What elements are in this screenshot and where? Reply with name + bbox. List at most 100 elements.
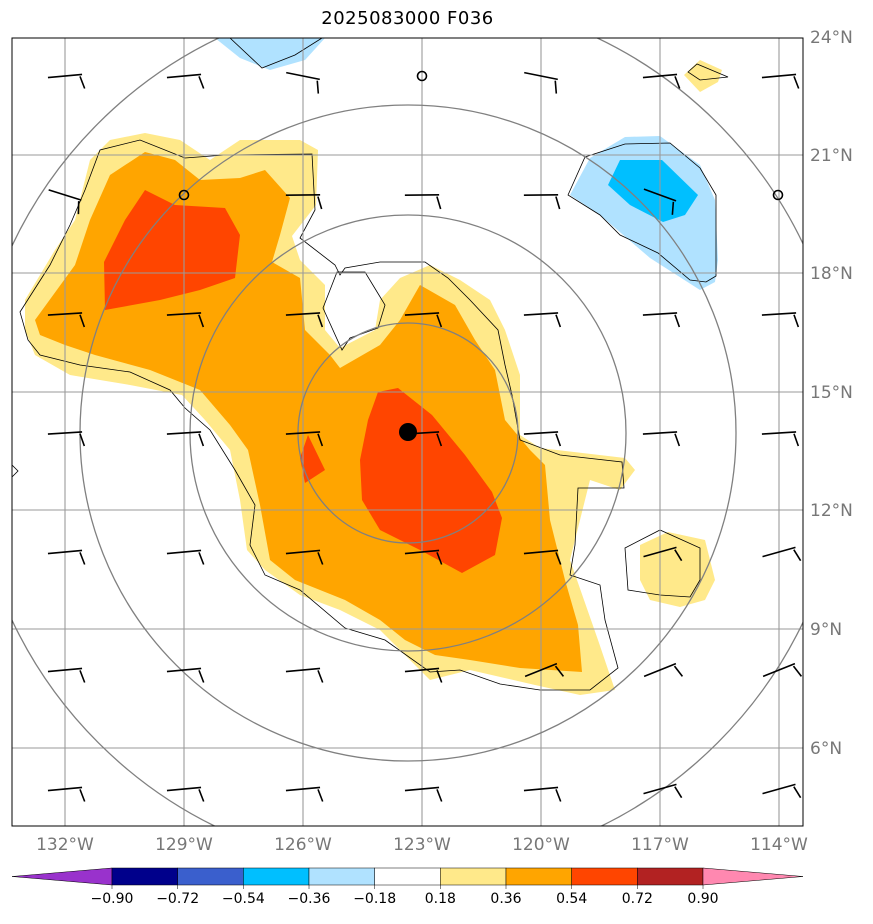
map-frame	[11, 37, 804, 827]
wind-barb-flag	[674, 549, 683, 562]
wind-barb-flag	[317, 314, 324, 328]
wind-barb	[404, 193, 442, 210]
contour-fill-neg0.36	[608, 160, 698, 222]
calm-markers	[178, 70, 784, 201]
colorbar-swatch	[637, 867, 704, 886]
colorbar	[11, 867, 804, 889]
map-title: 2025083000 F036	[321, 8, 494, 29]
wind-barb	[523, 549, 562, 565]
contour-fill-0.18	[684, 60, 722, 92]
wind-barb-flag	[674, 786, 683, 799]
wind-barb	[643, 662, 684, 678]
wind-barb	[285, 431, 324, 447]
wind-barb	[166, 786, 205, 802]
lon-tick-label: 114°W	[750, 835, 808, 855]
wind-barb-flag	[671, 201, 675, 215]
wind-barb	[523, 431, 562, 447]
wind-barb	[285, 667, 324, 683]
wind-barb-flag	[198, 789, 205, 802]
lon-tick-label: 132°W	[36, 835, 94, 855]
storm-center-marker	[399, 423, 417, 441]
lat-tick-label: 9°N	[810, 620, 842, 640]
wind-barb-flag	[79, 670, 86, 683]
wind-barb	[762, 662, 803, 678]
wind-barb-flag	[317, 670, 324, 683]
wind-barb	[642, 73, 681, 89]
colorbar-swatch	[505, 867, 572, 886]
wind-barb	[404, 549, 443, 565]
wind-barb-flag	[673, 665, 684, 677]
lat-tick-label: 21°N	[810, 146, 853, 166]
lon-tick-label: 129°W	[155, 835, 213, 855]
lon-tick-label: 117°W	[631, 835, 689, 855]
wind-barb	[523, 312, 562, 328]
wind-barb	[47, 312, 86, 328]
wind-barb-flag	[79, 433, 86, 447]
wind-barb	[166, 312, 205, 328]
wind-barb	[642, 431, 681, 447]
wind-barb-flag	[317, 789, 324, 802]
colorbar-swatch	[440, 867, 507, 886]
colorbar-swatch	[374, 867, 441, 886]
wind-barb	[643, 546, 683, 562]
wind-barb-flag	[436, 196, 442, 210]
colorbar-extend-low	[11, 867, 113, 886]
lat-tick-label: 18°N	[810, 264, 853, 284]
wind-barb	[47, 786, 86, 802]
wind-barb	[761, 431, 800, 447]
colorbar-tick-label: −0.72	[156, 891, 199, 907]
colorbar-swatch	[308, 867, 375, 886]
wind-barb-flag	[555, 433, 562, 447]
wind-barb-flag	[793, 433, 800, 447]
wind-barb-flag	[316, 80, 320, 94]
wind-barb-flag	[555, 789, 562, 802]
lat-tick-labels: 6°N 9°N 12°N 15°N 18°N 21°N 24°N	[810, 28, 853, 759]
wind-barb	[166, 667, 205, 683]
wind-barb-flag	[79, 789, 86, 802]
lat-tick-label: 24°N	[810, 28, 853, 48]
contour-fill-0.54	[300, 435, 325, 483]
colorbar-tick-label: 0.90	[687, 891, 718, 907]
wind-barb-flag	[554, 665, 565, 677]
wind-barb-flag	[79, 314, 86, 328]
wind-barb-flag	[436, 552, 443, 565]
lon-tick-label: 120°W	[512, 835, 570, 855]
wind-barb-flag	[79, 76, 86, 89]
colorbar-extend-high	[702, 867, 804, 886]
wind-barb	[761, 312, 800, 328]
wind-barb-flag	[674, 433, 681, 447]
wind-barb	[47, 431, 86, 447]
wind-barb	[285, 549, 324, 565]
wind-barb-flag	[436, 789, 443, 802]
colorbar-swatch	[243, 867, 310, 886]
lon-tick-labels: 132°W 129°W 126°W 123°W 120°W 117°W 114°…	[36, 835, 808, 855]
wind-barb-flag	[317, 433, 324, 447]
wind-barbs	[47, 71, 803, 802]
colorbar-tick-label: −0.18	[353, 891, 396, 907]
wind-barb	[643, 783, 683, 799]
wind-barb-flag	[198, 76, 205, 89]
wind-barb	[523, 193, 561, 210]
wind-barb	[285, 786, 324, 802]
wind-barb-flag	[317, 552, 324, 565]
map-area	[12, 38, 803, 826]
wind-barb-flag	[79, 552, 86, 565]
wind-barb-flag	[436, 670, 443, 683]
wind-barb-flag	[198, 433, 205, 447]
wind-barb-flag	[198, 314, 205, 328]
colorbar-labels: −0.90 −0.72 −0.54 −0.36 −0.18 0.18 0.36 0.54 0.7…	[91, 891, 719, 907]
wind-barb	[166, 73, 205, 89]
colorbar-tick-label: 0.18	[425, 891, 456, 907]
wind-barb	[642, 312, 681, 328]
wind-barb	[523, 786, 562, 802]
colorbar-swatch	[177, 867, 244, 886]
calm-wind-marker	[178, 189, 190, 201]
contour-fill-0.18	[640, 532, 715, 607]
wind-barb	[643, 188, 677, 215]
wind-barb	[404, 786, 443, 802]
wind-barb	[286, 71, 320, 94]
wind-barb-flag	[554, 80, 558, 94]
contour-fill-neg0.18	[570, 136, 718, 290]
colorbar-tick-label: −0.90	[91, 891, 134, 907]
